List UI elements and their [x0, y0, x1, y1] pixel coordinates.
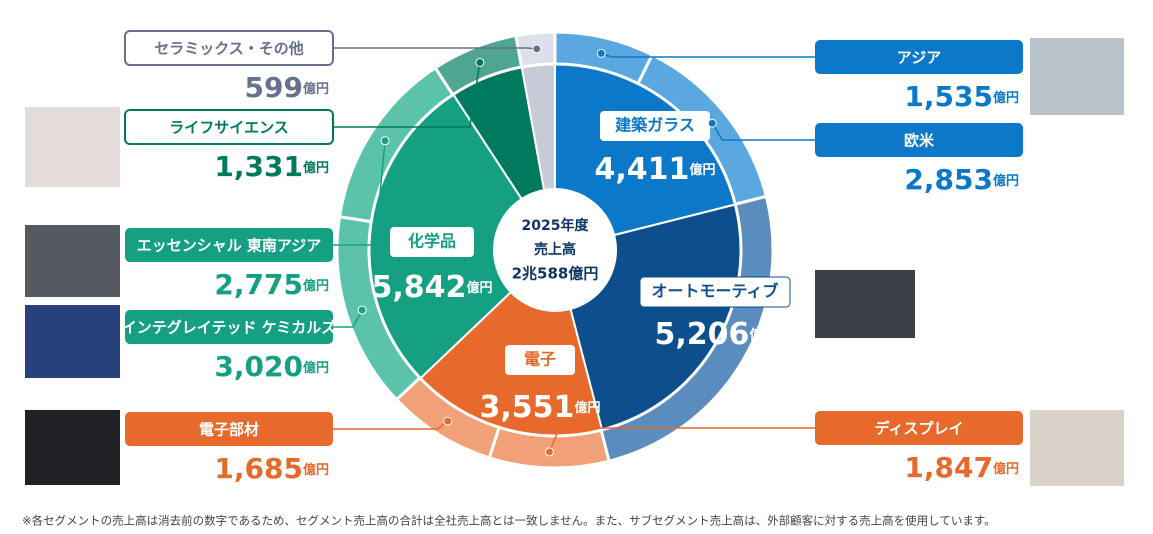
value-number: 3,020 [214, 350, 303, 383]
leader-line [711, 122, 815, 141]
label-box [815, 123, 1023, 157]
value-unit: 億円 [303, 81, 329, 97]
photo [1030, 410, 1124, 486]
value-number: 4,411 [595, 152, 690, 187]
segment-label-box [600, 111, 710, 141]
label-name: セラミックス・その他 [154, 40, 304, 58]
leader-dot [357, 305, 367, 315]
photo [1030, 38, 1124, 115]
value-unit: 億円 [574, 400, 600, 416]
value-label: 599億円 [245, 71, 329, 104]
value-label: 1,685億円 [214, 452, 329, 485]
value-unit: 億円 [466, 280, 492, 296]
value-label: 2,775億円 [214, 268, 329, 301]
photo [25, 305, 120, 378]
leader-line [548, 427, 815, 453]
value-unit: 億円 [303, 360, 329, 376]
value-number: 5,206 [655, 317, 750, 352]
leader-dot [707, 118, 717, 128]
segment-label-box [390, 227, 474, 257]
center-label: 2025年度 [522, 217, 590, 234]
label-box [124, 30, 334, 66]
value-unit: 億円 [993, 173, 1019, 189]
center-hole [493, 188, 617, 312]
footnote: ※各セグメントの売上高は消去前の数字であるため、セグメント売上高の合計は全社売上… [22, 514, 996, 528]
value-number: 1,847 [904, 451, 993, 484]
label-box [125, 310, 333, 344]
label-box [815, 411, 1023, 445]
value-unit: 億円 [689, 162, 715, 178]
leader-dot [544, 447, 554, 457]
leader-dot [532, 44, 542, 54]
segment-label: オートモーティブ [651, 282, 778, 301]
segment-label: 建築ガラス [615, 116, 695, 135]
segment-label-box [639, 276, 791, 308]
leader-dot [596, 48, 606, 58]
leader-dot [380, 136, 390, 146]
value-label: 2,853億円 [904, 163, 1019, 196]
label-name: エッセンシャル 東南アジア [137, 237, 322, 255]
value-label: 1,535億円 [904, 80, 1019, 113]
label-name: ライフサイエンス [169, 119, 289, 137]
center-label: 売上高 [534, 241, 576, 258]
label-name: アジア [897, 49, 941, 67]
value-label: 3,551億円 [480, 390, 601, 425]
value-label: 5,842億円 [372, 270, 493, 305]
leader-line [333, 309, 363, 328]
photo [25, 410, 120, 485]
segment-label-box [505, 345, 575, 375]
label-box [125, 412, 333, 446]
label-box [815, 40, 1023, 74]
center-label: 2兆588億円 [512, 265, 599, 283]
value-number: 1,331 [214, 150, 303, 183]
value-label: 1,847億円 [904, 451, 1019, 484]
leader-line [333, 62, 481, 128]
photo [25, 107, 120, 187]
value-number: 2,775 [214, 268, 303, 301]
value-number: 3,551 [480, 390, 575, 425]
leader-line [333, 140, 386, 246]
segment-label: 電子 [524, 350, 556, 369]
label-name: インテグレイテッド ケミカルズ [122, 319, 336, 337]
value-unit: 億円 [993, 90, 1019, 106]
label-name: 欧米 [904, 132, 935, 150]
value-label: 3,020億円 [214, 350, 329, 383]
segment-label: 化学品 [408, 232, 456, 251]
label-name: ディスプレイ [875, 420, 964, 438]
value-number: 1,535 [904, 80, 993, 113]
value-label: 5,206億円 [655, 317, 776, 352]
value-unit: 億円 [303, 278, 329, 294]
value-unit: 億円 [993, 461, 1019, 477]
photo [25, 225, 120, 297]
value-label: 1,331億円 [214, 150, 329, 183]
value-label: 4,411億円 [595, 152, 716, 187]
label-box [125, 228, 333, 262]
label-box [124, 109, 334, 145]
value-number: 2,853 [904, 163, 993, 196]
value-number: 5,842 [372, 270, 467, 305]
leader-dot [443, 416, 453, 426]
label-name: 電子部材 [199, 421, 259, 439]
value-number: 599 [245, 71, 303, 104]
leader-line [333, 47, 537, 50]
value-unit: 億円 [749, 327, 775, 343]
value-number: 1,685 [214, 452, 303, 485]
value-unit: 億円 [303, 462, 329, 478]
leader-dot [475, 57, 485, 67]
photo [815, 270, 915, 338]
value-unit: 億円 [303, 160, 329, 176]
